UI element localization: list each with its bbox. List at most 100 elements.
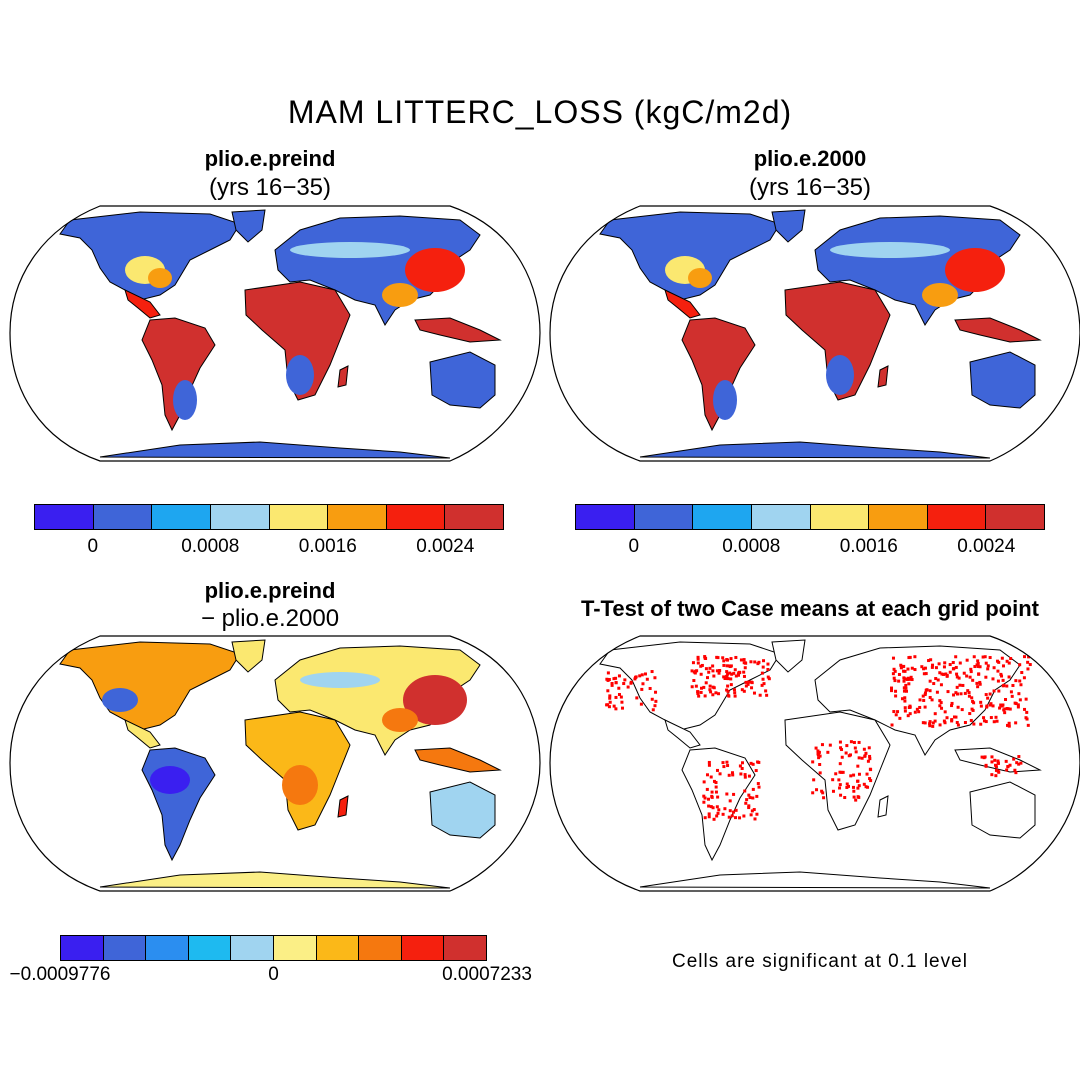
- significant-cell: [990, 760, 994, 764]
- significant-cell: [831, 778, 835, 782]
- significant-cell: [716, 656, 720, 660]
- significant-cell: [711, 693, 715, 697]
- significant-cell: [906, 667, 910, 671]
- significant-cell: [608, 694, 612, 698]
- significant-cell: [969, 670, 973, 674]
- significant-cell: [711, 685, 715, 689]
- significant-cell: [722, 765, 726, 769]
- significant-cell: [938, 704, 942, 708]
- significant-cell: [1017, 762, 1021, 766]
- significant-cell: [893, 669, 897, 673]
- significant-cell: [617, 674, 621, 678]
- significant-cell: [928, 724, 932, 728]
- significant-cell: [751, 787, 755, 791]
- significant-cell: [723, 807, 727, 811]
- colorbar-preind-ticks: 0 0.0008 0.0016 0.0024: [34, 536, 504, 560]
- significant-cell: [896, 710, 900, 714]
- map-panel-ttest: [549, 635, 1080, 892]
- significant-cell: [717, 808, 721, 812]
- significant-cell: [755, 812, 759, 816]
- significant-cell: [997, 689, 1001, 693]
- significant-cell: [734, 808, 738, 812]
- significant-cell: [725, 674, 729, 678]
- significant-cell: [694, 684, 698, 688]
- significant-cell: [743, 773, 747, 777]
- significant-cell: [857, 784, 861, 788]
- significant-cell: [849, 774, 853, 778]
- significant-cell: [897, 672, 901, 676]
- significant-cell: [969, 667, 973, 671]
- continent-na: [599, 211, 781, 301]
- significant-cell: [740, 766, 744, 770]
- colorbar-swatch: [188, 936, 232, 960]
- significant-cell: [743, 775, 747, 779]
- continent-gl: [771, 639, 806, 673]
- significant-cell: [902, 689, 906, 693]
- significant-cell: [614, 676, 618, 680]
- significant-cell: [978, 665, 982, 669]
- significant-cell: [948, 663, 952, 667]
- significant-cell: [967, 691, 971, 695]
- significant-cell: [653, 676, 657, 680]
- panel-2-subtitle: (yrs 16−35): [748, 174, 872, 201]
- significant-cell: [748, 796, 752, 800]
- significant-cell: [907, 656, 911, 660]
- colorbar-swatch: [634, 505, 694, 529]
- panel-2-title: plio.e.2000: [753, 146, 867, 171]
- significant-cell: [938, 723, 942, 727]
- significant-cell: [982, 719, 986, 723]
- significant-cell: [1005, 768, 1009, 772]
- significant-cell: [715, 814, 719, 818]
- significant-cell: [639, 702, 643, 706]
- significant-cell: [903, 699, 907, 703]
- significant-cell: [920, 665, 924, 669]
- landcover-patch: [290, 242, 410, 258]
- significant-cell: [976, 664, 980, 668]
- significant-cell: [620, 700, 624, 704]
- significant-cell: [732, 671, 736, 675]
- significant-cell: [923, 691, 927, 695]
- significant-cell: [812, 778, 816, 782]
- significant-cell: [1023, 707, 1027, 711]
- significant-cell: [958, 683, 962, 687]
- significant-cell: [1001, 703, 1005, 707]
- significant-cell: [982, 716, 986, 720]
- significant-cell: [691, 661, 695, 665]
- significant-cell: [921, 721, 925, 725]
- significant-cell: [1019, 761, 1023, 765]
- significant-cell: [840, 748, 844, 752]
- significant-cell: [940, 672, 944, 676]
- significant-cell: [902, 686, 906, 690]
- significant-cell: [1005, 659, 1009, 663]
- significant-cell: [707, 763, 711, 767]
- colorbar-tick: 0.0008: [181, 536, 240, 557]
- significant-cell: [891, 656, 895, 660]
- significant-cell: [710, 790, 714, 794]
- significant-cell: [1001, 664, 1005, 668]
- significant-cell: [862, 782, 866, 786]
- significant-cell: [978, 680, 982, 684]
- significant-cell: [692, 679, 696, 683]
- significant-cell: [651, 708, 655, 712]
- significant-cell: [913, 668, 917, 672]
- significant-cell: [868, 757, 872, 761]
- continent-an: [639, 871, 991, 889]
- significant-cell: [923, 693, 927, 697]
- colorbar-swatch: [273, 936, 317, 960]
- significant-cell: [869, 768, 873, 772]
- significant-cell: [1016, 703, 1020, 707]
- significant-cell: [714, 691, 718, 695]
- significant-cell: [710, 795, 714, 799]
- significant-cell: [834, 772, 838, 776]
- significant-cell: [913, 655, 917, 659]
- significant-cell: [742, 814, 746, 818]
- continent-an: [99, 441, 451, 459]
- continent-au: [429, 781, 496, 839]
- significant-cell: [617, 693, 621, 697]
- significant-cell: [811, 791, 815, 795]
- significant-cell: [725, 664, 729, 668]
- significant-cell: [729, 677, 733, 681]
- significant-cell: [977, 672, 981, 676]
- significant-cell: [739, 658, 743, 662]
- significant-cell: [718, 772, 722, 776]
